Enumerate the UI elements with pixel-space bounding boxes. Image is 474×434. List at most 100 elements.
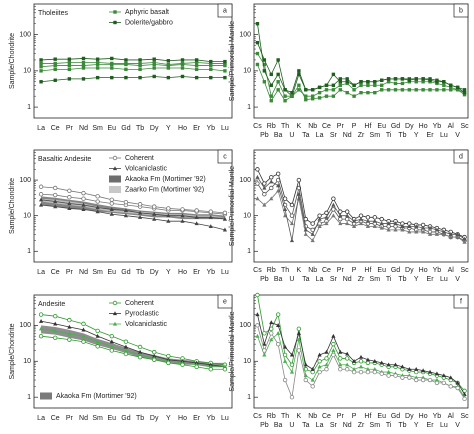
marker (255, 181, 260, 186)
marker (407, 88, 412, 92)
marker (289, 369, 295, 374)
marker (303, 377, 308, 383)
marker (109, 201, 114, 206)
marker (296, 326, 302, 332)
marker (276, 331, 281, 335)
x-tick-label: Eu (377, 123, 386, 130)
marker (152, 74, 156, 79)
x-tick-label: Sr (330, 276, 338, 283)
marker (53, 313, 58, 319)
series-line (41, 58, 225, 63)
marker (110, 66, 114, 70)
marker (400, 77, 405, 81)
marker (166, 206, 171, 211)
marker (310, 221, 315, 226)
legend-bg (107, 153, 177, 163)
marker (379, 225, 384, 230)
marker (310, 384, 315, 389)
marker (379, 216, 384, 222)
marker (310, 366, 315, 371)
marker (310, 94, 315, 98)
x-tick-label: Gd (391, 267, 400, 274)
x-tick-label: Gd (391, 123, 400, 130)
marker (324, 362, 329, 367)
x-tick-label: Tb (398, 276, 406, 283)
marker (38, 326, 44, 331)
y-tick-label: 100 (19, 177, 31, 184)
marker (194, 60, 199, 65)
marker (331, 352, 336, 358)
x-tick-label: Sc (460, 267, 469, 274)
marker (373, 83, 377, 87)
x-tick-label: Ho (419, 413, 428, 420)
marker (365, 360, 371, 366)
marker (38, 202, 44, 207)
marker (95, 344, 100, 349)
marker (255, 22, 260, 26)
x-tick-label: Y (166, 125, 171, 132)
marker (123, 208, 129, 213)
marker (373, 80, 377, 84)
marker (209, 61, 213, 66)
x-tick-label: La (37, 125, 45, 132)
marker (67, 77, 72, 81)
marker (152, 204, 157, 209)
marker (137, 215, 143, 219)
marker (255, 167, 260, 172)
x-tick-label: K (297, 123, 302, 130)
marker (275, 341, 281, 347)
panel-letter: a (223, 7, 227, 14)
marker (324, 83, 329, 87)
marker (81, 321, 86, 327)
marker (95, 57, 100, 61)
plot-frame (253, 3, 469, 119)
marker (365, 357, 371, 362)
marker (462, 396, 467, 402)
panel-title: Tholeiites (38, 10, 68, 17)
marker (448, 384, 453, 389)
marker (400, 81, 405, 86)
marker (289, 238, 295, 243)
series-line (41, 199, 225, 220)
x-tick-label: Yb (433, 267, 442, 274)
marker (421, 229, 426, 234)
marker (317, 352, 322, 357)
panel-letter: f (460, 298, 462, 305)
marker (351, 224, 357, 229)
marker (95, 209, 100, 214)
marker (269, 196, 274, 201)
marker (262, 348, 267, 353)
marker (194, 221, 199, 226)
x-tick-label: Nb (308, 123, 317, 130)
marker (331, 88, 336, 92)
x-tick-label: Pr (337, 123, 345, 130)
marker (53, 204, 58, 209)
x-tick-label: Ho (178, 415, 187, 422)
x-tick-label: Dy (405, 413, 414, 420)
marker (282, 213, 288, 218)
marker (138, 67, 142, 72)
marker (67, 63, 72, 68)
marker (95, 333, 100, 338)
x-tick-label: Hf (364, 267, 371, 274)
marker (282, 344, 288, 349)
x-tick-label: Sc (460, 413, 469, 420)
marker (110, 75, 114, 80)
marker (317, 369, 322, 375)
marker (222, 227, 228, 232)
marker (81, 66, 86, 70)
marker (372, 358, 377, 363)
marker (282, 377, 288, 383)
x-tick-label: Yb (207, 415, 216, 422)
y-tick-label: 1 (247, 394, 251, 401)
x-tick-label: Ce (51, 415, 60, 422)
x-tick-label: Th (281, 123, 289, 130)
marker (297, 88, 301, 92)
series-line (257, 179, 465, 241)
marker (324, 349, 329, 354)
marker (123, 351, 129, 357)
x-tick-label: Ti (386, 132, 392, 139)
marker (303, 227, 308, 232)
marker (222, 210, 228, 216)
marker (448, 234, 453, 239)
